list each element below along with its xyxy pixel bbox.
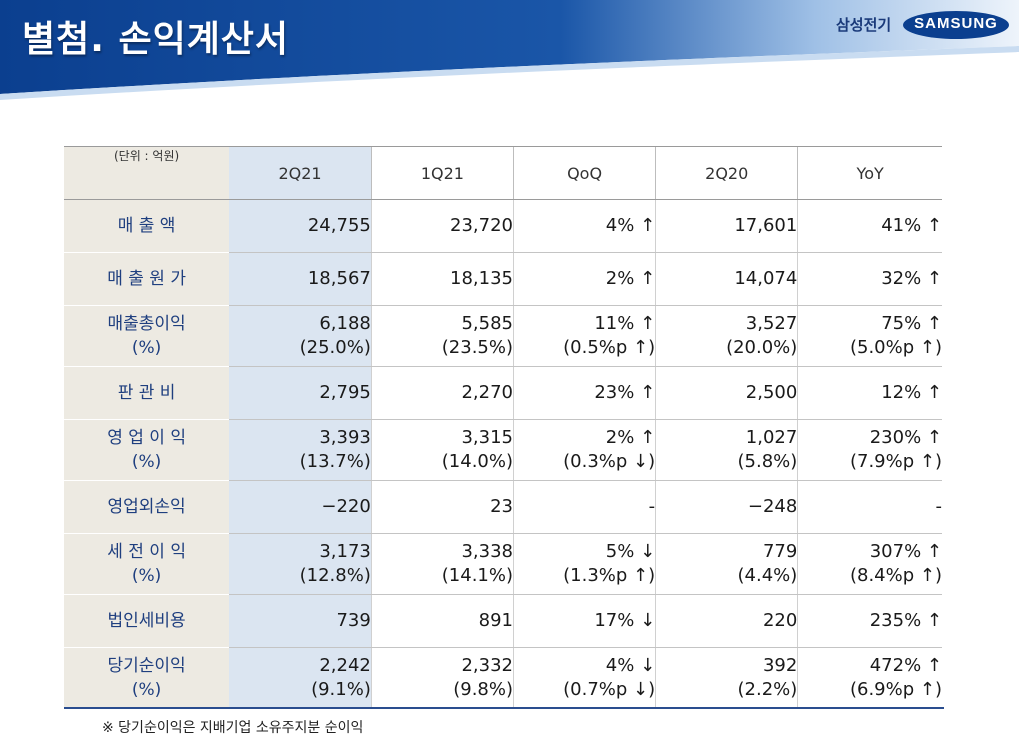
row-label: 영업외손익 (64, 480, 230, 534)
row-label: 영 업 이 익 (%) (64, 419, 230, 481)
table-cell: −248 (655, 480, 798, 534)
table-cell: 2,242 (9.1%) (229, 647, 372, 709)
table-cell: 779 (4.4%) (655, 533, 798, 595)
table-row: 법인세비용 739 891 17% ↓ 220 235% ↑ (64, 594, 942, 648)
header-banner (0, 0, 1019, 100)
table-cell: 18,135 (370, 252, 514, 306)
table-cell: 2,500 (655, 366, 798, 420)
table-cell: 24,755 (229, 199, 372, 253)
table-cell: 392 (2.2%) (655, 647, 798, 709)
column-header-2q21: 2Q21 (229, 146, 372, 200)
table-cell: −220 (229, 480, 372, 534)
table-cell: 18,567 (229, 252, 372, 306)
table-cell: 2% ↑ (0.3%p ↓) (512, 419, 656, 481)
table-row: 매출총이익 (%) 6,188 (25.0%) 5,585 (23.5%) 11% ↑… (64, 305, 942, 367)
table-cell: 5,585 (23.5%) (370, 305, 514, 367)
table-cell: 4% ↑ (512, 199, 656, 253)
table-cell: 17,601 (655, 199, 798, 253)
table-cell: 12% ↑ (797, 366, 942, 420)
column-header-qoq: QoQ (512, 146, 656, 200)
table-row: 판 관 비 2,795 2,270 23% ↑ 2,500 12% ↑ (64, 366, 942, 420)
table-cell: 2% ↑ (512, 252, 656, 306)
table-row: 매 출 원 가 18,567 18,135 2% ↑ 14,074 32% ↑ (64, 252, 942, 306)
table-cell: 14,074 (655, 252, 798, 306)
table-cell: 1,027 (5.8%) (655, 419, 798, 481)
table-cell: 11% ↑ (0.5%p ↑) (512, 305, 656, 367)
row-label: 세 전 이 익 (%) (64, 533, 230, 595)
table-cell: 2,795 (229, 366, 372, 420)
footnote: ※ 당기순이익은 지배기업 소유주지분 순이익 (102, 720, 364, 736)
row-label: 당기순이익 (%) (64, 647, 230, 709)
table-cell: 891 (370, 594, 514, 648)
company-name: 삼성전기 (836, 16, 892, 34)
table-row: 매 출 액 24,755 23,720 4% ↑ 17,601 41% ↑ (64, 199, 942, 253)
table-cell: 220 (655, 594, 798, 648)
table-cell: 23,720 (370, 199, 514, 253)
table-cell: 2,332 (9.8%) (370, 647, 514, 709)
table-cell: 75% ↑ (5.0%p ↑) (797, 305, 942, 367)
logo-text: SAMSUNG (914, 15, 998, 32)
column-header-yoy: YoY (797, 146, 942, 200)
table-cell: 32% ↑ (797, 252, 942, 306)
table-cell: 4% ↓ (0.7%p ↓) (512, 647, 656, 709)
table-cell: 3,173 (12.8%) (229, 533, 372, 595)
table-bottom-rule (64, 707, 944, 709)
page-title: 별첨. 손익계산서 (22, 19, 290, 60)
table-row: 당기순이익 (%) 2,242 (9.1%) 2,332 (9.8%) 4% ↓ (0.… (64, 647, 942, 709)
table-cell: 235% ↑ (797, 594, 942, 648)
table-cell: 3,338 (14.1%) (370, 533, 514, 595)
table-row: 영업외손익 −220 23 - −248 - (64, 480, 942, 534)
table-cell: 5% ↓ (1.3%p ↑) (512, 533, 656, 595)
table-cell: 472% ↑ (6.9%p ↑) (797, 647, 942, 709)
table-cell: 41% ↑ (797, 199, 942, 253)
table-cell: 6,188 (25.0%) (229, 305, 372, 367)
column-header-2q20: 2Q20 (655, 146, 798, 200)
table-cell: 230% ↑ (7.9%p ↑) (797, 419, 942, 481)
table-cell: 3,393 (13.7%) (229, 419, 372, 481)
row-label: 매 출 액 (64, 199, 230, 253)
row-label: 매 출 원 가 (64, 252, 230, 306)
table-cell: 3,315 (14.0%) (370, 419, 514, 481)
table-cell: - (797, 480, 942, 534)
table-cell: 17% ↓ (512, 594, 656, 648)
income-statement-table: (단위 : 억원) 2Q21 1Q21 QoQ 2Q20 YoY 매 출 액 2… (64, 146, 942, 709)
table-cell: 307% ↑ (8.4%p ↑) (797, 533, 942, 595)
table-cell: 23% ↑ (512, 366, 656, 420)
unit-label: (단위 : 억원) (64, 146, 230, 200)
table-row: 세 전 이 익 (%) 3,173 (12.8%) 3,338 (14.1%) 5% … (64, 533, 942, 595)
table-cell: 3,527 (20.0%) (655, 305, 798, 367)
samsung-logo (903, 11, 1009, 39)
row-label: 매출총이익 (%) (64, 305, 230, 367)
row-label: 판 관 비 (64, 366, 230, 420)
table-row: 영 업 이 익 (%) 3,393 (13.7%) 3,315 (14.0%) 2% … (64, 419, 942, 481)
table-cell: 739 (229, 594, 372, 648)
row-label: 법인세비용 (64, 594, 230, 648)
table-cell: - (512, 480, 656, 534)
table-cell: 23 (370, 480, 514, 534)
table-header-row: (단위 : 억원) 2Q21 1Q21 QoQ 2Q20 YoY (64, 146, 942, 200)
table-cell: 2,270 (370, 366, 514, 420)
column-header-1q21: 1Q21 (370, 146, 514, 200)
